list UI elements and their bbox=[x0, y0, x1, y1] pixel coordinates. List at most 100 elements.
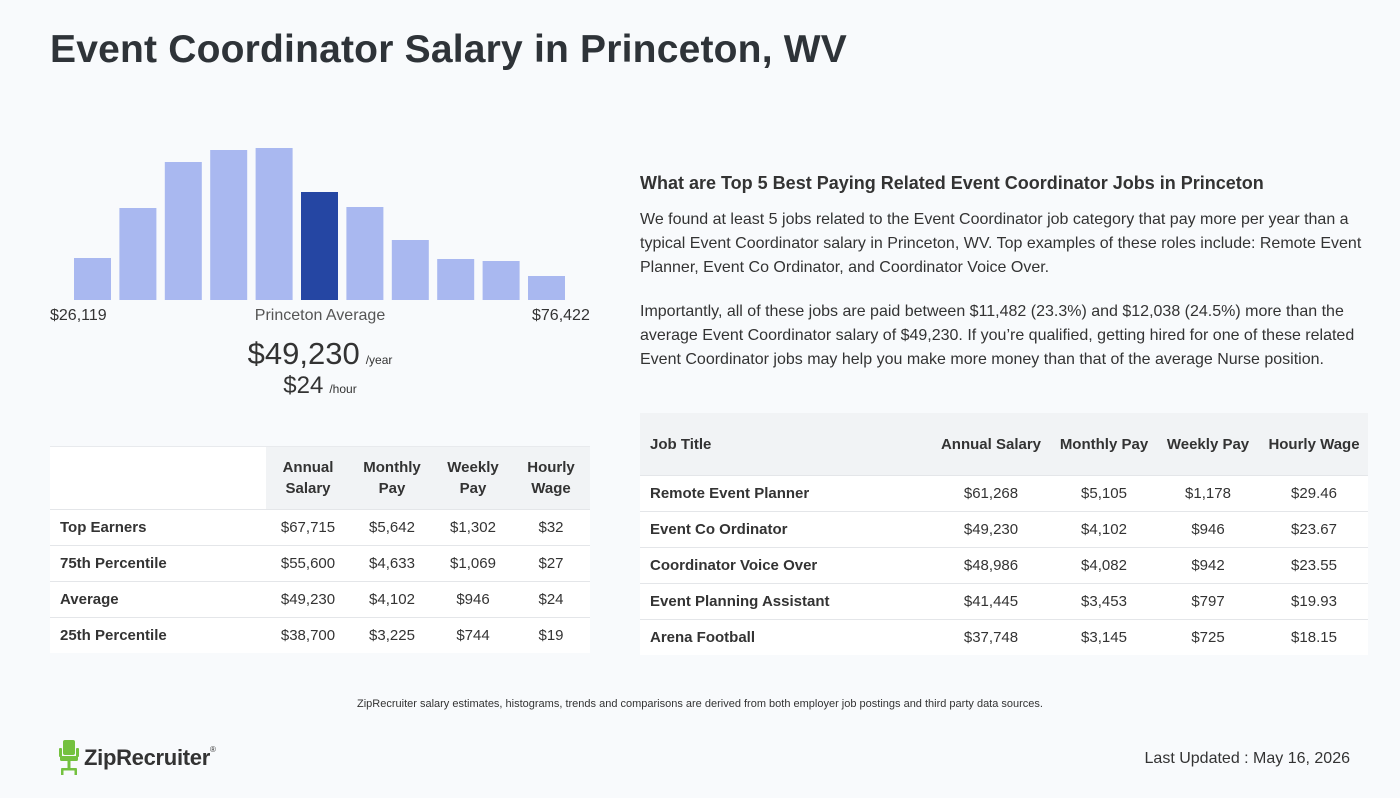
average-hourly: $24/hour bbox=[0, 372, 640, 400]
annual-salary: $49,230 bbox=[266, 581, 350, 618]
col-hourly-wage: Hourly Wage bbox=[1260, 413, 1368, 476]
monthly-pay: $3,145 bbox=[1052, 619, 1156, 655]
job-title: Coordinator Voice Over bbox=[640, 547, 930, 584]
percentile-table-header: Annual Salary Monthly Pay Weekly Pay Hou… bbox=[50, 446, 590, 510]
table-row: Event Planning Assistant $41,445 $3,453 … bbox=[640, 583, 1368, 620]
weekly-pay: $946 bbox=[434, 581, 512, 618]
hourly-wage: $23.55 bbox=[1260, 547, 1368, 584]
monthly-pay: $4,082 bbox=[1052, 547, 1156, 584]
weekly-pay: $942 bbox=[1156, 547, 1260, 584]
row-label: 25th Percentile bbox=[50, 617, 266, 653]
table-row: Average $49,230 $4,102 $946 $24 bbox=[50, 581, 590, 618]
hourly-wage: $27 bbox=[512, 545, 590, 582]
average-annual-value: $49,230 bbox=[247, 336, 360, 371]
row-label: Average bbox=[50, 581, 266, 618]
col-monthly-pay: Monthly Pay bbox=[1052, 413, 1156, 476]
col-job-title: Job Title bbox=[640, 413, 930, 476]
logo-trademark: ® bbox=[209, 745, 216, 754]
average-label: Princeton Average bbox=[254, 307, 386, 324]
table-row: Remote Event Planner $61,268 $5,105 $1,1… bbox=[640, 475, 1368, 512]
histogram-bar bbox=[482, 261, 520, 300]
histogram-max-label: $76,422 bbox=[532, 307, 590, 324]
weekly-pay: $1,069 bbox=[434, 545, 512, 582]
hourly-wage: $29.46 bbox=[1260, 475, 1368, 512]
average-hourly-unit: /hour bbox=[329, 382, 357, 396]
histogram-min-label: $26,119 bbox=[50, 307, 107, 324]
page-title: Event Coordinator Salary in Princeton, W… bbox=[50, 28, 847, 71]
chair-icon bbox=[59, 740, 79, 775]
annual-salary: $67,715 bbox=[266, 509, 350, 546]
histogram-svg bbox=[74, 148, 565, 300]
hourly-wage: $19.93 bbox=[1260, 583, 1368, 620]
monthly-pay: $3,225 bbox=[350, 617, 434, 653]
job-title: Event Co Ordinator bbox=[640, 511, 930, 548]
hourly-wage: $18.15 bbox=[1260, 619, 1368, 655]
table-row: Top Earners $67,715 $5,642 $1,302 $32 bbox=[50, 509, 590, 546]
related-jobs-heading: What are Top 5 Best Paying Related Event… bbox=[640, 173, 1264, 193]
table-row: Coordinator Voice Over $48,986 $4,082 $9… bbox=[640, 547, 1368, 584]
logo-text: ZipRecruiter bbox=[84, 745, 210, 770]
monthly-pay: $4,102 bbox=[1052, 511, 1156, 548]
col-annual-salary: Annual Salary bbox=[266, 446, 350, 510]
annual-salary: $37,748 bbox=[930, 619, 1052, 655]
hourly-wage: $32 bbox=[512, 509, 590, 546]
histogram-bar bbox=[391, 240, 429, 300]
histogram-bar bbox=[164, 162, 202, 300]
disclaimer: ZipRecruiter salary estimates, histogram… bbox=[357, 698, 1043, 710]
average-annual: $49,230/year bbox=[0, 336, 640, 372]
last-updated: Last Updated : May 16, 2026 bbox=[1144, 750, 1350, 767]
monthly-pay: $5,105 bbox=[1052, 475, 1156, 512]
col-weekly-pay: Weekly Pay bbox=[1156, 413, 1260, 476]
histogram-bar bbox=[437, 259, 475, 300]
hourly-wage: $23.67 bbox=[1260, 511, 1368, 548]
average-hourly-value: $24 bbox=[283, 372, 324, 399]
annual-salary: $41,445 bbox=[930, 583, 1052, 620]
monthly-pay: $3,453 bbox=[1052, 583, 1156, 620]
average-annual-unit: /year bbox=[365, 353, 393, 367]
annual-salary: $48,986 bbox=[930, 547, 1052, 584]
row-label: 75th Percentile bbox=[50, 545, 266, 582]
col-annual-salary: Annual Salary bbox=[930, 413, 1052, 476]
col-weekly-pay: Weekly Pay bbox=[434, 446, 512, 510]
col-hourly-wage: Hourly Wage bbox=[512, 446, 590, 510]
histogram-bar bbox=[119, 208, 157, 300]
logo-wordmark: ZipRecruiter® bbox=[84, 745, 216, 771]
weekly-pay: $725 bbox=[1156, 619, 1260, 655]
blank-header bbox=[50, 446, 266, 510]
job-title: Remote Event Planner bbox=[640, 475, 930, 512]
histogram-bar bbox=[255, 148, 293, 300]
weekly-pay: $946 bbox=[1156, 511, 1260, 548]
weekly-pay: $744 bbox=[434, 617, 512, 653]
annual-salary: $38,700 bbox=[266, 617, 350, 653]
ziprecruiter-logo[interactable]: ZipRecruiter® bbox=[58, 740, 216, 776]
hourly-wage: $19 bbox=[512, 617, 590, 653]
monthly-pay: $5,642 bbox=[350, 509, 434, 546]
annual-salary: $61,268 bbox=[930, 475, 1052, 512]
histogram-bar bbox=[346, 207, 384, 300]
salary-histogram bbox=[50, 140, 590, 300]
weekly-pay: $797 bbox=[1156, 583, 1260, 620]
related-jobs-paragraph-2: Importantly, all of these jobs are paid … bbox=[640, 303, 1355, 368]
col-monthly-pay: Monthly Pay bbox=[350, 446, 434, 510]
annual-salary: $49,230 bbox=[930, 511, 1052, 548]
job-title: Event Planning Assistant bbox=[640, 583, 930, 620]
monthly-pay: $4,102 bbox=[350, 581, 434, 618]
histogram-bar bbox=[210, 150, 248, 300]
weekly-pay: $1,178 bbox=[1156, 475, 1260, 512]
monthly-pay: $4,633 bbox=[350, 545, 434, 582]
annual-salary: $55,600 bbox=[266, 545, 350, 582]
jobs-table-header: Job Title Annual Salary Monthly Pay Week… bbox=[640, 413, 1368, 476]
row-label: Top Earners bbox=[50, 509, 266, 546]
histogram-bar-average bbox=[301, 192, 338, 300]
job-title: Arena Football bbox=[640, 619, 930, 655]
percentile-table: Annual Salary Monthly Pay Weekly Pay Hou… bbox=[50, 446, 590, 653]
weekly-pay: $1,302 bbox=[434, 509, 512, 546]
hourly-wage: $24 bbox=[512, 581, 590, 618]
related-jobs-table: Job Title Annual Salary Monthly Pay Week… bbox=[640, 413, 1368, 655]
table-row: 25th Percentile $38,700 $3,225 $744 $19 bbox=[50, 617, 590, 653]
histogram-bar bbox=[528, 276, 565, 300]
table-row: Arena Football $37,748 $3,145 $725 $18.1… bbox=[640, 619, 1368, 655]
table-row: 75th Percentile $55,600 $4,633 $1,069 $2… bbox=[50, 545, 590, 582]
histogram-bar bbox=[74, 258, 111, 300]
table-row: Event Co Ordinator $49,230 $4,102 $946 $… bbox=[640, 511, 1368, 548]
